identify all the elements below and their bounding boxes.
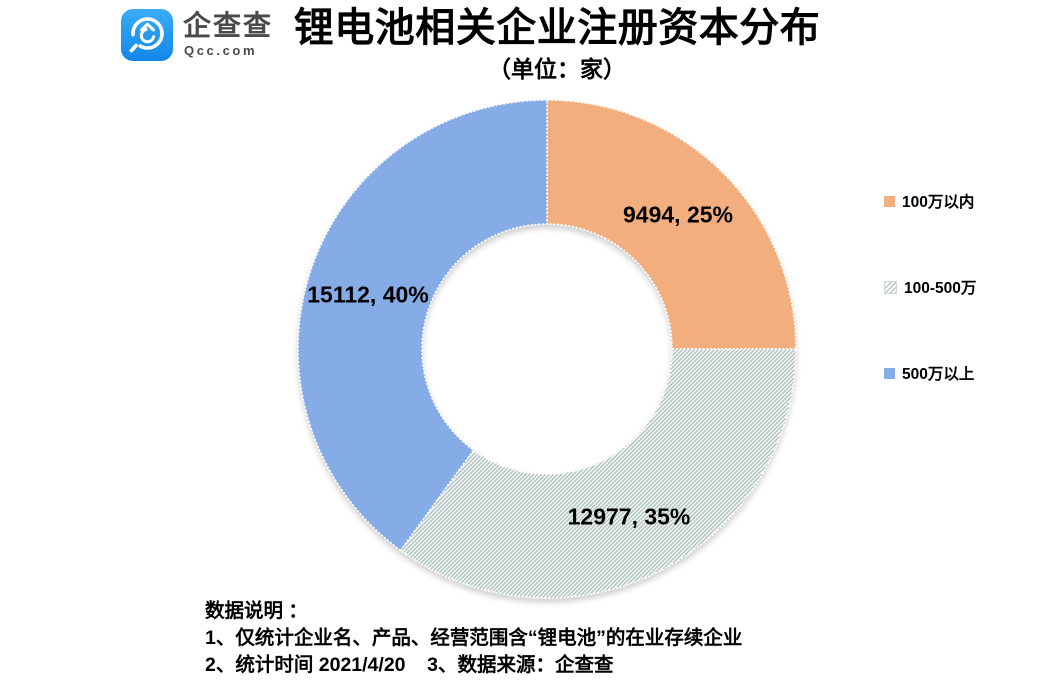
logo-brand-text: 企查查 <box>183 10 274 41</box>
slice-under-100w <box>546 99 797 350</box>
legend-label: 100万以内 <box>902 194 975 211</box>
chart-legend: 100万以内 100-500万 500万以上 <box>884 193 977 383</box>
slice-label-100-500w: 12977, 35% <box>567 503 691 530</box>
legend-label: 100-500万 <box>904 280 977 297</box>
logo-domain-text: Qcc.com <box>184 43 258 58</box>
legend-label: 500万以上 <box>902 366 975 383</box>
slice-label-over-500w: 15112, 40% <box>307 281 429 308</box>
notes-heading: 数据说明 ： <box>205 600 308 622</box>
legend-swatch-orange <box>884 195 895 207</box>
note-line-2: 2、统计时间 2021/4/20 3、数据来源：企查查 <box>205 654 614 676</box>
legend-item-100-500w: 100-500万 <box>884 279 977 297</box>
legend-swatch-blue <box>884 367 895 379</box>
chart-subtitle: （单位：家） <box>488 56 626 82</box>
slice-over-500w <box>297 99 548 552</box>
slice-100-500w <box>399 348 797 599</box>
donut-chart <box>297 99 797 599</box>
chart-title: 锂电池相关企业注册资本分布 <box>293 6 821 50</box>
qcc-logo-icon <box>121 9 173 61</box>
legend-item-under-100w: 100万以内 <box>884 193 976 211</box>
legend-swatch-hatch <box>884 280 897 294</box>
data-notes: 数据说明 ： 1、仅统计企业名、产品、经营范围含“锂电池”的在业存续企业 2、统… <box>205 598 742 679</box>
legend-item-over-500w: 500万以上 <box>884 365 976 383</box>
note-line-1: 1、仅统计企业名、产品、经营范围含“锂电池”的在业存续企业 <box>205 627 743 649</box>
slice-label-under-100w: 9494, 25% <box>623 201 733 228</box>
